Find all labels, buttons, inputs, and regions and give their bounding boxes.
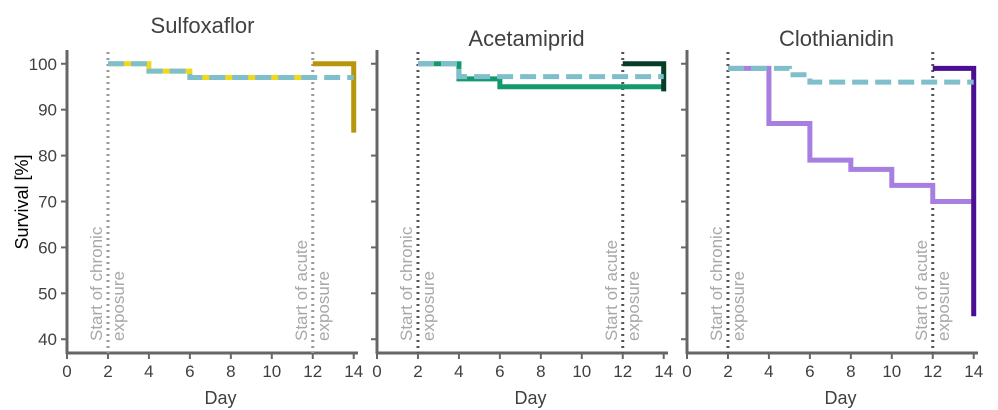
panel-1-title: Sulfoxaflor xyxy=(151,13,255,38)
panel-3-xlabel: Day xyxy=(824,388,856,408)
panel-2-acute-label-1: Start of acute xyxy=(602,240,621,341)
ytick-label-70: 70 xyxy=(38,193,57,212)
panel-2-title: Acetamiprid xyxy=(468,26,584,51)
panel-2-chronic-label-2: exposure xyxy=(419,271,438,341)
panel-1-xtick-label-14: 14 xyxy=(344,362,363,381)
panel-3-xtick-label-14: 14 xyxy=(964,362,983,381)
panel-2-xtick-label-4: 4 xyxy=(454,362,463,381)
panel-3-acute-label-1: Start of acute xyxy=(912,240,931,341)
panel-1-series-3-line xyxy=(107,61,354,81)
panel-1-chronic-label-1: Start of chronic xyxy=(87,226,106,341)
panel-1-xlabel: Day xyxy=(204,388,236,408)
ytick-label-90: 90 xyxy=(38,101,57,120)
ytick-label-60: 60 xyxy=(38,238,57,257)
panel-2-series-3-line xyxy=(417,61,664,80)
panel-3-chronic-label-1: Start of chronic xyxy=(707,226,726,341)
panel-2-xtick-label-12: 12 xyxy=(613,362,632,381)
panel-2-xtick-label-8: 8 xyxy=(536,362,545,381)
panel-2-xlabel: Day xyxy=(514,388,546,408)
panel-2-series-2-line xyxy=(622,61,667,92)
panel-3-xtick-label-2: 2 xyxy=(723,362,732,381)
panel-1-acute-label-2: exposure xyxy=(314,271,333,341)
panel-3-series-1-line xyxy=(727,65,974,204)
panel-2-acute-label-2: exposure xyxy=(624,271,643,341)
panel-3-xtick-label-4: 4 xyxy=(764,362,773,381)
panel-2-xtick-label-10: 10 xyxy=(572,362,591,381)
panel-3-xtick-label-8: 8 xyxy=(846,362,855,381)
ytick-label-80: 80 xyxy=(38,147,57,166)
y-axis-title: Survival [%] xyxy=(12,154,32,249)
ytick-label-40: 40 xyxy=(38,330,57,349)
panel-3-xtick-label-6: 6 xyxy=(805,362,814,381)
panel-3-acute-label-2: exposure xyxy=(934,271,953,341)
panel-3-xtick-label-0: 0 xyxy=(682,362,691,381)
panel-2-xtick-label-14: 14 xyxy=(654,362,673,381)
ytick-label-100: 100 xyxy=(29,55,57,74)
panel-1-xtick-label-10: 10 xyxy=(262,362,281,381)
panel-1-chronic-label-2: exposure xyxy=(109,271,128,341)
ytick-label-50: 50 xyxy=(38,284,57,303)
panel-1-xtick-label-0: 0 xyxy=(62,362,71,381)
panel-2-chronic-label-1: Start of chronic xyxy=(397,226,416,341)
panel-1-series-2-line xyxy=(312,61,357,133)
panel-1-xtick-label-12: 12 xyxy=(303,362,322,381)
panel-2-xtick-label-6: 6 xyxy=(495,362,504,381)
panel-2-xtick-label-0: 0 xyxy=(372,362,381,381)
panel-3-xtick-label-10: 10 xyxy=(882,362,901,381)
panel-3-xtick-label-12: 12 xyxy=(923,362,942,381)
panel-1-xtick-label-2: 2 xyxy=(103,362,112,381)
panel-3-series-3-line xyxy=(727,65,974,85)
panel-3-chronic-label-2: exposure xyxy=(729,271,748,341)
panel-1-xtick-label-8: 8 xyxy=(226,362,235,381)
panel-3-title: Clothianidin xyxy=(779,26,894,51)
panel-1-xtick-label-4: 4 xyxy=(144,362,153,381)
panel-3-series-2-line xyxy=(932,65,977,317)
panel-1-acute-label-1: Start of acute xyxy=(292,240,311,341)
panel-1-xtick-label-6: 6 xyxy=(185,362,194,381)
panel-2-xtick-label-2: 2 xyxy=(413,362,422,381)
